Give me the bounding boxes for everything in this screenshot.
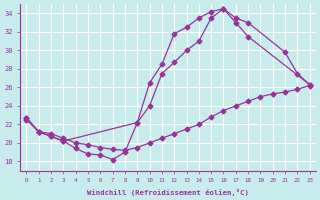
X-axis label: Windchill (Refroidissement éolien,°C): Windchill (Refroidissement éolien,°C) <box>87 189 249 196</box>
